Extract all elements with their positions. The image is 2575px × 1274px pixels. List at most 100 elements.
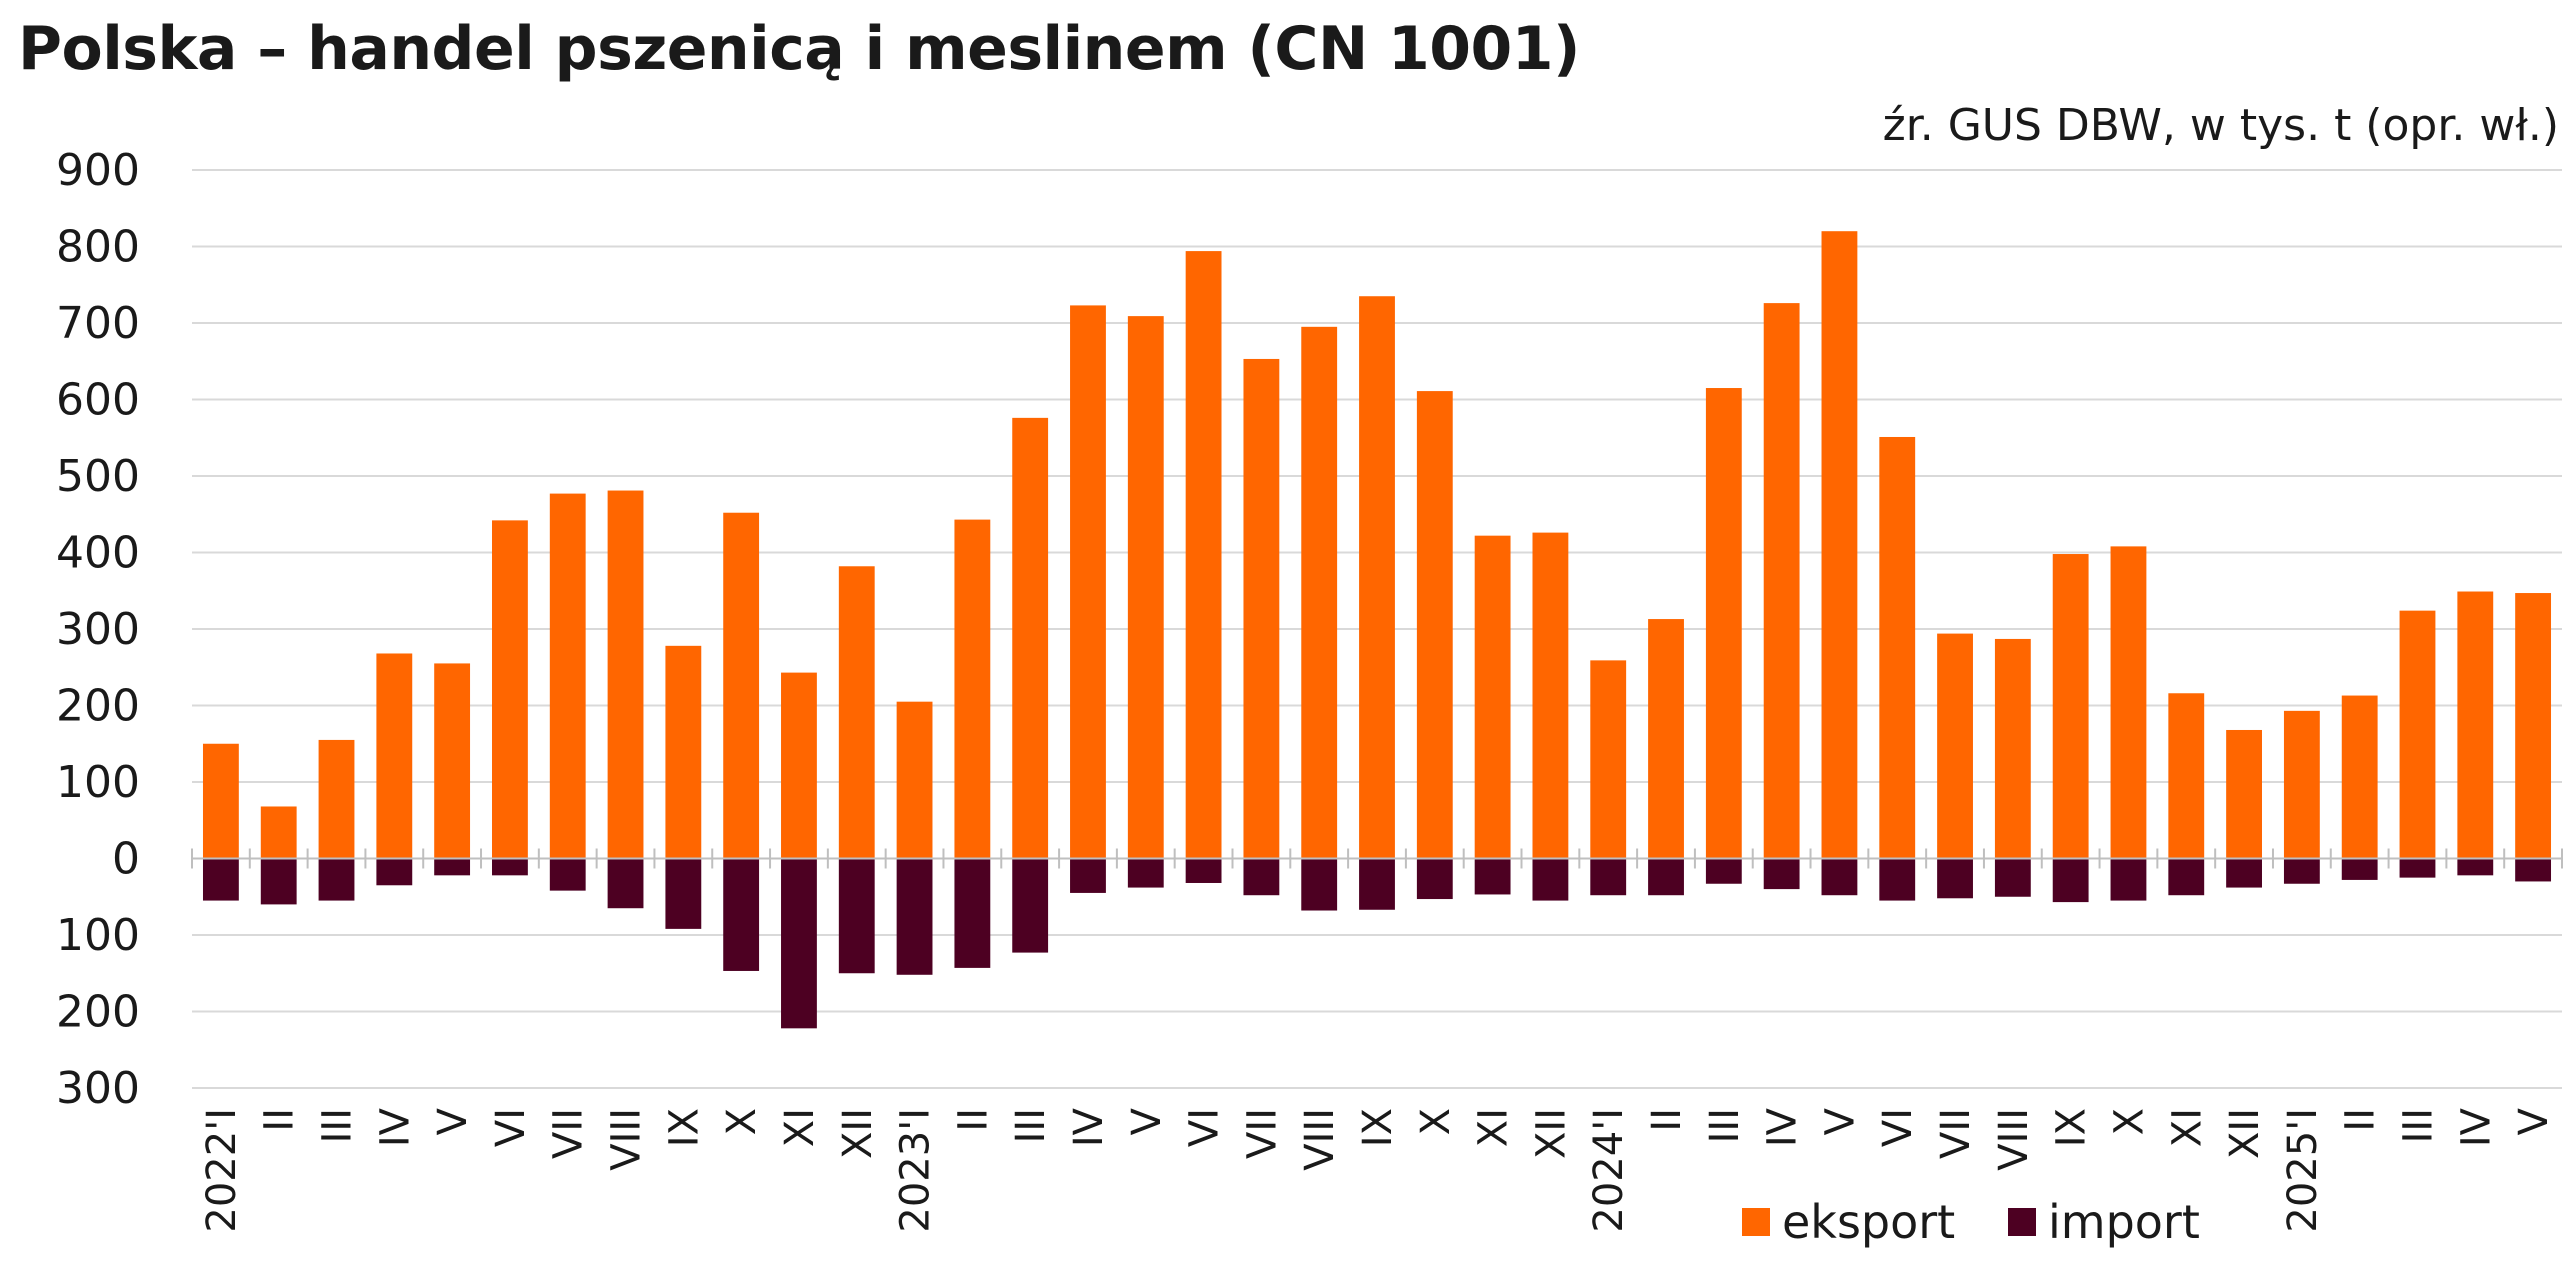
- bar-eksport: [2110, 546, 2147, 859]
- bar-import: [434, 858, 471, 876]
- y-tick-label: 200: [56, 987, 140, 1038]
- bar-eksport: [1127, 316, 1164, 859]
- bar-import: [492, 858, 528, 876]
- x-tick-label: X: [719, 1108, 765, 1135]
- bar-eksport: [954, 519, 991, 859]
- bar-import: [376, 858, 413, 886]
- bar-eksport: [2052, 554, 2089, 859]
- y-tick-label: 300: [56, 604, 140, 655]
- y-tick-label: 500: [56, 451, 140, 502]
- bar-eksport: [896, 701, 933, 859]
- x-tick-label: IV: [1066, 1107, 1112, 1147]
- bar-import: [1243, 858, 1280, 896]
- bar-import: [2457, 858, 2494, 876]
- bar-import: [2341, 858, 2378, 880]
- y-tick-label: 400: [56, 528, 140, 579]
- bar-eksport: [1359, 296, 1395, 859]
- bar-eksport: [1763, 303, 1800, 859]
- x-tick-label: XII: [1528, 1108, 1574, 1159]
- bar-import: [2168, 858, 2205, 896]
- bar-eksport: [1474, 535, 1511, 859]
- bar-import: [549, 858, 586, 891]
- bar-import: [2283, 858, 2320, 884]
- bar-eksport: [2515, 593, 2552, 859]
- bar-eksport: [2341, 695, 2378, 859]
- bar-eksport: [1705, 388, 1742, 859]
- bar-import: [1994, 858, 2031, 897]
- x-tick-label: 2024'I: [1586, 1108, 1632, 1233]
- x-tick-label: XII: [2222, 1108, 2268, 1159]
- bar-import: [1185, 858, 1222, 883]
- x-tick-label: III: [1008, 1108, 1054, 1143]
- bar-import: [1648, 858, 1684, 896]
- x-tick-label: VI: [488, 1108, 534, 1147]
- x-tick-label: XI: [1471, 1108, 1517, 1147]
- y-tick-label: 100: [56, 910, 140, 961]
- x-tick-label: 2023'I: [893, 1108, 939, 1233]
- bar-eksport: [607, 490, 644, 859]
- bar-import: [1127, 858, 1164, 888]
- bar-eksport: [665, 645, 702, 859]
- bar-import: [1590, 858, 1627, 896]
- bar-import: [260, 858, 297, 905]
- bar-eksport: [2226, 729, 2262, 859]
- x-tick-label: VI: [1875, 1108, 1921, 1147]
- x-tick-label: 2022'I: [199, 1108, 245, 1233]
- x-tick-label: III: [1702, 1108, 1748, 1143]
- x-tick-label: IV: [2453, 1107, 2499, 1147]
- x-tick-label: III: [315, 1108, 361, 1143]
- bar-import: [1532, 858, 1569, 901]
- x-tick-label: IV: [1760, 1107, 1806, 1147]
- x-tick-label: X: [2106, 1108, 2152, 1135]
- x-tick-label: XII: [835, 1108, 881, 1159]
- bar-import: [1474, 858, 1511, 895]
- bar-eksport: [318, 739, 355, 859]
- legend-item-import: import: [2008, 1195, 2200, 1249]
- y-tick-label: 100: [56, 757, 140, 808]
- y-tick-label: 900: [56, 145, 140, 196]
- x-tick-label: X: [1413, 1108, 1459, 1135]
- bar-eksport: [1243, 358, 1280, 859]
- bar-eksport: [1590, 660, 1627, 859]
- bar-eksport: [2399, 610, 2436, 859]
- chart-title: Polska – handel pszenicą i meslinem (CN …: [18, 14, 1580, 84]
- bar-eksport: [781, 672, 817, 859]
- bar-import: [1937, 858, 1973, 899]
- bar-eksport: [1648, 619, 1684, 859]
- y-tick-label: 300: [56, 1063, 140, 1114]
- x-tick-label: V: [430, 1107, 476, 1135]
- bar-import: [2399, 858, 2436, 878]
- y-tick-label: 800: [56, 222, 140, 273]
- bar-eksport: [260, 806, 297, 859]
- bar-eksport: [1012, 417, 1049, 859]
- chart-source-note: źr. GUS DBW, w tys. t (opr. wł.): [1882, 100, 2559, 151]
- legend-swatch: [2008, 1208, 2036, 1236]
- bar-eksport: [723, 512, 760, 859]
- bar-eksport: [1821, 231, 1858, 859]
- bar-eksport: [434, 663, 471, 859]
- bar-eksport: [1879, 436, 1916, 859]
- bar-eksport: [1532, 532, 1569, 859]
- x-axis: [191, 848, 2563, 869]
- bar-eksport: [1937, 633, 1973, 859]
- x-tick-label: IV: [372, 1107, 418, 1147]
- bar-import: [607, 858, 644, 909]
- y-tick-label: 200: [56, 681, 140, 732]
- x-tick-label: VIII: [1297, 1108, 1343, 1171]
- x-tick-label: VII: [1239, 1108, 1285, 1159]
- x-axis-tick-labels: 2022'I II III IV V VI VII VIII IX X XI XII 2023'I II I…: [199, 1107, 2557, 1232]
- bar-import: [1416, 858, 1453, 900]
- bar-eksport: [2283, 710, 2320, 859]
- bar-import: [318, 858, 355, 901]
- x-tick-label: XI: [777, 1108, 823, 1147]
- x-tick-label: XI: [2164, 1108, 2210, 1147]
- x-tick-label: VI: [1182, 1108, 1228, 1147]
- bar-import: [1359, 858, 1395, 910]
- legend: eksport import: [1742, 1195, 2200, 1249]
- bar-import: [781, 858, 817, 1029]
- legend-label: import: [2048, 1195, 2200, 1249]
- x-tick-label: II: [950, 1108, 996, 1132]
- x-tick-label: II: [1644, 1108, 1690, 1132]
- bar-eksport: [549, 493, 586, 859]
